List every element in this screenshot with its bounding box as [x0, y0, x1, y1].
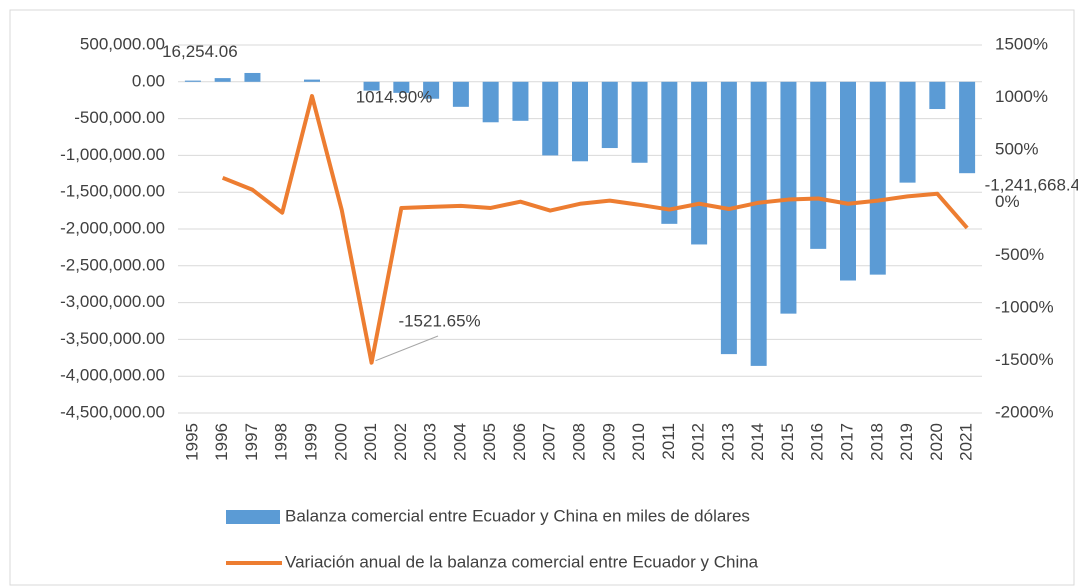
legend-swatch	[226, 510, 280, 524]
bar	[542, 81, 559, 156]
y-tick-label: -2,500,000.00	[60, 255, 165, 274]
y-tick-label: -4,000,000.00	[60, 366, 165, 385]
y-tick-label: -1,000,000.00	[60, 145, 165, 164]
y2-tick-label: 0%	[995, 192, 1020, 211]
x-tick-label: 2008	[569, 423, 588, 461]
x-tick-label: 2006	[510, 423, 529, 461]
y2-tick-label: -1000%	[995, 297, 1054, 316]
x-tick-label: 2014	[748, 423, 767, 461]
legend-label: Balanza comercial entre Ecuador y China …	[285, 506, 750, 525]
legend-label: Variación anual de la balanza comercial …	[285, 552, 759, 571]
bar	[750, 81, 767, 366]
leader-line	[375, 335, 439, 362]
x-tick-label: 2021	[957, 423, 976, 461]
x-tick-label: 2009	[599, 423, 618, 461]
x-tick-label: 2017	[837, 423, 856, 461]
x-tick-label: 2002	[391, 423, 410, 461]
y2-tick-label: 1500%	[995, 34, 1048, 53]
bar	[959, 81, 976, 174]
x-tick-label: 2004	[450, 423, 469, 461]
x-tick-label: 1997	[242, 423, 261, 461]
bar	[631, 81, 648, 163]
y2-tick-label: 1000%	[995, 87, 1048, 106]
bar	[363, 81, 380, 91]
y-tick-label: -1,500,000.00	[60, 182, 165, 201]
bar	[899, 81, 916, 183]
x-tick-label: 2007	[540, 423, 559, 461]
x-tick-label: 2005	[480, 423, 499, 461]
y2-tick-label: -1500%	[995, 350, 1054, 369]
data-label: -1,241,668.46	[985, 176, 1078, 195]
bar	[661, 81, 678, 224]
bar	[244, 72, 261, 82]
bar	[869, 81, 886, 275]
bar	[304, 79, 320, 82]
bar	[929, 81, 946, 110]
y-tick-label: -500,000.00	[74, 108, 165, 127]
bar	[393, 81, 410, 93]
bar	[452, 81, 469, 107]
x-tick-label: 2003	[421, 423, 440, 461]
x-tick-label: 2018	[867, 423, 886, 461]
bar	[214, 78, 231, 82]
bar	[423, 81, 440, 99]
x-tick-label: 2013	[718, 423, 737, 461]
x-tick-label: 2000	[331, 423, 350, 461]
y-tick-label: -2,000,000.00	[60, 218, 165, 237]
x-tick-label: 2020	[927, 423, 946, 461]
y-tick-label: -3,500,000.00	[60, 329, 165, 348]
bar	[601, 81, 618, 149]
x-tick-label: 2011	[659, 423, 678, 460]
y-tick-label: -3,000,000.00	[60, 292, 165, 311]
bar	[691, 81, 708, 245]
chart-frame	[9, 9, 1075, 586]
x-tick-label: 1999	[301, 423, 320, 461]
x-tick-label: 1998	[272, 423, 291, 461]
y-tick-label: 500,000.00	[80, 34, 165, 53]
y-tick-label: 0.00	[132, 71, 165, 90]
y-tick-label: -4,500,000.00	[60, 402, 165, 421]
x-tick-label: 2019	[897, 423, 916, 461]
y2-tick-label: -500%	[995, 245, 1044, 264]
data-label: 16,254.06	[162, 42, 238, 61]
x-tick-label: 2015	[778, 423, 797, 461]
bar	[572, 81, 588, 162]
x-tick-label: 2016	[808, 423, 827, 461]
data-label: -1521.65%	[398, 311, 480, 330]
y2-tick-label: -2000%	[995, 402, 1054, 421]
bar	[840, 81, 856, 281]
x-tick-label: 1995	[182, 423, 201, 461]
x-tick-label: 2001	[361, 423, 380, 461]
bar	[810, 81, 827, 249]
bar	[184, 80, 201, 82]
line	[221, 94, 969, 365]
x-tick-label: 2010	[629, 423, 648, 461]
bar	[482, 81, 499, 123]
y2-tick-label: 500%	[995, 140, 1038, 159]
bar	[720, 81, 737, 355]
bar	[512, 81, 529, 121]
x-tick-label: 2012	[689, 423, 708, 461]
x-tick-label: 1996	[212, 423, 231, 461]
data-label: 1014.90%	[356, 87, 433, 106]
